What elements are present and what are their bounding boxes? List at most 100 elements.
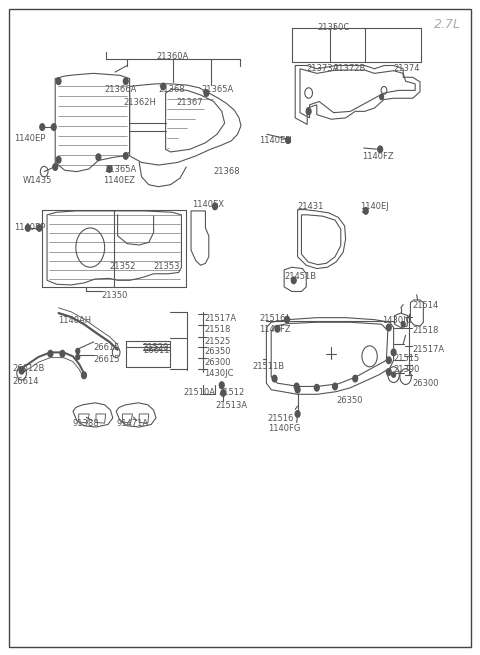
Text: 91388: 91388 <box>73 419 99 428</box>
Circle shape <box>353 375 358 382</box>
Circle shape <box>314 384 319 391</box>
Circle shape <box>391 349 396 356</box>
Text: 21374: 21374 <box>394 64 420 73</box>
Text: 21513A: 21513A <box>215 401 247 410</box>
Text: 21362H: 21362H <box>124 98 156 107</box>
Text: 1430JC: 1430JC <box>204 369 234 379</box>
Text: 21367: 21367 <box>177 98 203 107</box>
Circle shape <box>96 154 101 160</box>
Text: 21350: 21350 <box>102 291 128 300</box>
Circle shape <box>272 375 277 382</box>
Circle shape <box>386 357 391 364</box>
Text: 21368: 21368 <box>158 85 185 94</box>
Text: 1140AH: 1140AH <box>58 316 91 325</box>
Text: 21431: 21431 <box>298 202 324 211</box>
Circle shape <box>275 326 280 332</box>
Text: 1140EP: 1140EP <box>14 134 46 143</box>
Text: 26300: 26300 <box>413 379 439 388</box>
Text: 21451B: 21451B <box>284 272 316 282</box>
Text: 21514: 21514 <box>413 301 439 310</box>
Text: 26612B: 26612B <box>12 364 44 373</box>
Text: 26350: 26350 <box>336 396 362 405</box>
Circle shape <box>306 108 311 115</box>
Text: 26615: 26615 <box>94 355 120 364</box>
Text: 26615: 26615 <box>94 343 120 352</box>
Text: 21366A: 21366A <box>105 85 137 94</box>
Circle shape <box>76 354 80 360</box>
Circle shape <box>286 137 290 143</box>
Polygon shape <box>122 414 132 423</box>
Text: 21360A: 21360A <box>156 52 189 62</box>
Text: 26300: 26300 <box>204 358 231 367</box>
Text: 26350: 26350 <box>204 347 231 356</box>
Text: 1140EP: 1140EP <box>14 223 46 232</box>
Text: 21518: 21518 <box>413 326 439 335</box>
Text: 21525: 21525 <box>204 337 231 346</box>
Text: 26611: 26611 <box>143 346 169 355</box>
Text: 21512: 21512 <box>219 388 245 397</box>
Circle shape <box>295 386 300 393</box>
Circle shape <box>386 369 391 375</box>
Circle shape <box>294 383 299 390</box>
Circle shape <box>123 78 128 84</box>
Circle shape <box>285 316 289 323</box>
Polygon shape <box>139 414 149 423</box>
Circle shape <box>25 225 30 231</box>
Circle shape <box>386 324 391 331</box>
Text: 1140EX: 1140EX <box>192 200 224 209</box>
Text: 21515: 21515 <box>394 354 420 363</box>
Text: 21350C: 21350C <box>317 23 350 32</box>
Text: 21517A: 21517A <box>204 314 237 324</box>
Circle shape <box>204 90 209 96</box>
Text: 26614: 26614 <box>12 377 38 386</box>
Circle shape <box>56 78 61 84</box>
Circle shape <box>213 203 217 210</box>
Text: 1140FZ: 1140FZ <box>259 325 291 334</box>
Circle shape <box>161 83 166 90</box>
Text: 21353: 21353 <box>154 262 180 271</box>
Circle shape <box>295 411 300 417</box>
Circle shape <box>219 382 224 388</box>
Text: 91471A: 91471A <box>116 419 148 428</box>
Circle shape <box>56 157 61 163</box>
Text: 21520: 21520 <box>143 343 169 352</box>
Text: 21368: 21368 <box>214 167 240 176</box>
Text: 2.7L: 2.7L <box>434 18 461 31</box>
Circle shape <box>123 153 128 159</box>
Text: 21390: 21390 <box>394 365 420 375</box>
Circle shape <box>19 367 24 374</box>
Text: 1140EJ: 1140EJ <box>360 202 389 211</box>
Text: 21511B: 21511B <box>252 362 284 371</box>
Circle shape <box>107 166 112 172</box>
Circle shape <box>363 208 368 214</box>
Text: 21352: 21352 <box>109 262 136 271</box>
Circle shape <box>40 124 45 130</box>
Text: 21365A: 21365A <box>105 165 137 174</box>
Circle shape <box>48 350 53 357</box>
Text: 21510A: 21510A <box>183 388 216 397</box>
Circle shape <box>51 124 56 130</box>
Circle shape <box>221 390 226 396</box>
Circle shape <box>378 146 383 153</box>
Text: 1430JC: 1430JC <box>382 316 411 325</box>
Circle shape <box>82 372 86 379</box>
Text: 21372B: 21372B <box>334 64 366 73</box>
Circle shape <box>380 94 384 100</box>
Text: 1140EH: 1140EH <box>259 136 292 145</box>
Text: 1140FG: 1140FG <box>268 424 300 434</box>
Circle shape <box>392 372 396 377</box>
Text: 21517A: 21517A <box>413 345 445 354</box>
Text: 21516: 21516 <box>268 414 294 423</box>
Circle shape <box>76 348 80 354</box>
Text: 21516: 21516 <box>259 314 286 324</box>
Polygon shape <box>96 414 106 423</box>
Text: W1435: W1435 <box>23 176 52 185</box>
Text: 21373A: 21373A <box>306 64 338 73</box>
Text: 1140FZ: 1140FZ <box>362 152 394 161</box>
Text: 21518: 21518 <box>204 325 231 334</box>
Circle shape <box>53 164 58 170</box>
Text: 1140EZ: 1140EZ <box>103 176 135 185</box>
Polygon shape <box>79 414 89 423</box>
Circle shape <box>401 322 405 327</box>
Circle shape <box>37 225 42 231</box>
